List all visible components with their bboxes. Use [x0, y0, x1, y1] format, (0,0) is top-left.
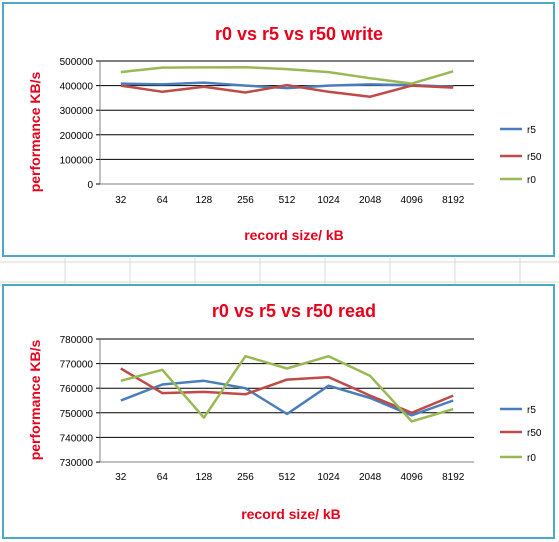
y-axis-title: performance KB/s: [27, 71, 43, 192]
x-tick-label: 4096: [401, 195, 424, 206]
y-tick-label: 500000: [60, 57, 94, 68]
y-tick-label: 730000: [60, 458, 94, 469]
y-tick-label: 780000: [60, 335, 94, 346]
x-tick-label: 256: [237, 472, 254, 483]
series-line-r5: [120, 81, 454, 90]
chart-read-panel[interactable]: r0 vs r5 vs r50 read performance KB/s re…: [2, 284, 555, 539]
y-tick-label: 400000: [60, 82, 94, 93]
x-tick-label: 1024: [317, 472, 340, 483]
x-tick-label: 64: [157, 472, 169, 483]
series-line-r5: [120, 379, 454, 417]
y-tick-label: 750000: [60, 409, 94, 420]
legend-label-r5: r5: [527, 405, 536, 416]
y-tick-label: 0: [87, 180, 93, 191]
x-tick-label: 8192: [442, 195, 465, 206]
legend-label-r0: r0: [527, 175, 536, 186]
x-tick-label: 128: [196, 195, 213, 206]
x-tick-label: 32: [115, 195, 127, 206]
series-line-r0: [120, 65, 454, 85]
series-line-r0: [120, 354, 454, 423]
x-axis-title: record size/ kB: [241, 506, 341, 522]
legend-label-r50: r50: [527, 428, 542, 439]
chart-title: r0 vs r5 vs r50 read: [212, 301, 376, 321]
y-tick-label: 740000: [60, 433, 94, 444]
chart-write-panel[interactable]: r0 vs r5 vs r50 write performance KB/s r…: [2, 2, 555, 257]
x-axis-title: record size/ kB: [244, 227, 344, 243]
x-tick-label: 8192: [442, 472, 465, 483]
x-tick-label: 128: [196, 472, 213, 483]
x-tick-label: 64: [157, 195, 169, 206]
y-tick-label: 770000: [60, 360, 94, 371]
legend-label-r50: r50: [527, 152, 542, 163]
y-tick-label: 300000: [60, 106, 94, 117]
chart-write-svg: r0 vs r5 vs r50 write performance KB/s r…: [27, 24, 542, 243]
x-tick-label: 512: [279, 195, 296, 206]
x-tick-label: 32: [115, 472, 127, 483]
y-tick-label: 100000: [60, 155, 94, 166]
x-tick-label: 2048: [359, 472, 382, 483]
chart-read-svg: r0 vs r5 vs r50 read performance KB/s re…: [27, 301, 542, 522]
legend-label-r5: r5: [527, 125, 536, 136]
series-line-r50: [120, 83, 454, 98]
x-tick-label: 1024: [317, 195, 340, 206]
y-tick-label: 760000: [60, 384, 94, 395]
y-tick-label: 200000: [60, 131, 94, 142]
series-line-r50: [120, 367, 454, 415]
x-tick-label: 4096: [401, 472, 424, 483]
x-tick-label: 256: [237, 195, 254, 206]
x-tick-label: 512: [279, 472, 296, 483]
chart-title: r0 vs r5 vs r50 write: [215, 24, 383, 44]
x-tick-label: 2048: [359, 195, 382, 206]
y-axis-title: performance KB/s: [27, 339, 43, 460]
legend-label-r0: r0: [527, 453, 536, 464]
